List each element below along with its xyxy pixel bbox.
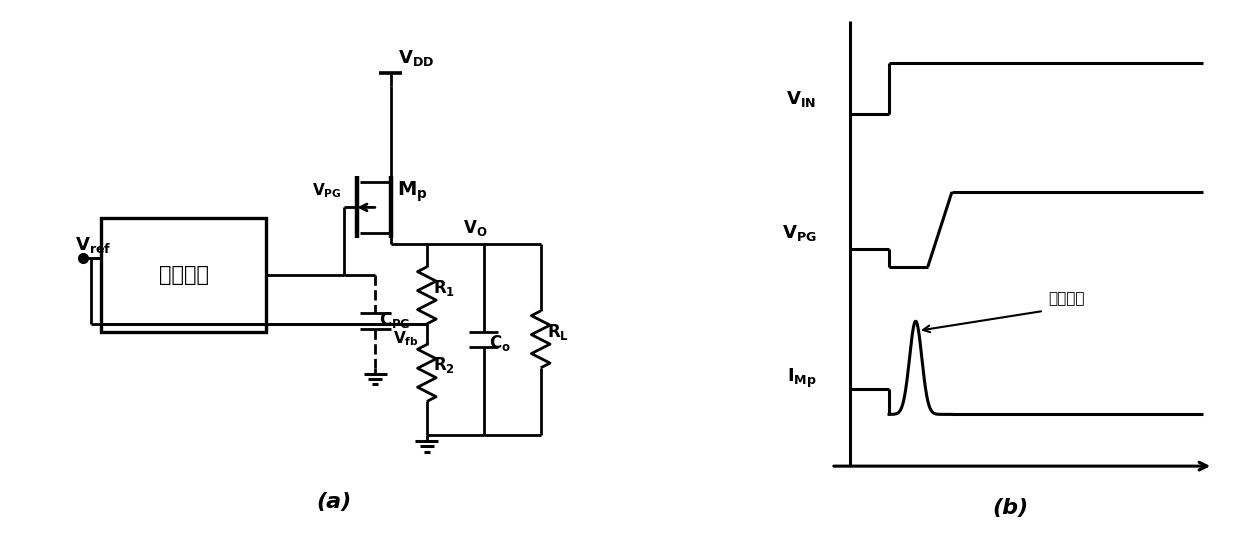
Text: 控制电路: 控制电路 bbox=[159, 265, 208, 285]
Text: $\mathbf{I_{Mp}}$: $\mathbf{I_{Mp}}$ bbox=[786, 367, 816, 390]
Text: $\mathbf{V_{fb}}$: $\mathbf{V_{fb}}$ bbox=[393, 329, 419, 348]
Text: $\mathbf{M_p}$: $\mathbf{M_p}$ bbox=[397, 179, 428, 204]
Text: $\mathbf{V_{PG}}$: $\mathbf{V_{PG}}$ bbox=[311, 181, 341, 199]
Text: $\mathbf{R_L}$: $\mathbf{R_L}$ bbox=[547, 322, 569, 342]
Text: $\mathbf{C_o}$: $\mathbf{C_o}$ bbox=[489, 334, 511, 354]
Text: $\mathbf{C_{PG}}$: $\mathbf{C_{PG}}$ bbox=[379, 310, 410, 330]
Text: 浪涌电流: 浪涌电流 bbox=[1049, 291, 1085, 306]
Text: $\mathbf{V_{ref}}$: $\mathbf{V_{ref}}$ bbox=[74, 235, 112, 255]
Text: $\mathbf{R_2}$: $\mathbf{R_2}$ bbox=[433, 355, 455, 375]
Text: $\mathbf{R_1}$: $\mathbf{R_1}$ bbox=[433, 278, 455, 298]
Text: (b): (b) bbox=[992, 497, 1028, 517]
Text: $\mathbf{V_{IN}}$: $\mathbf{V_{IN}}$ bbox=[786, 89, 816, 109]
Text: (a): (a) bbox=[316, 492, 351, 513]
Text: $\mathbf{V_{PG}}$: $\mathbf{V_{PG}}$ bbox=[781, 223, 816, 243]
FancyBboxPatch shape bbox=[100, 218, 267, 331]
Text: $\mathbf{V_O}$: $\mathbf{V_O}$ bbox=[463, 218, 487, 238]
Text: $\mathbf{V_{DD}}$: $\mathbf{V_{DD}}$ bbox=[398, 47, 435, 68]
